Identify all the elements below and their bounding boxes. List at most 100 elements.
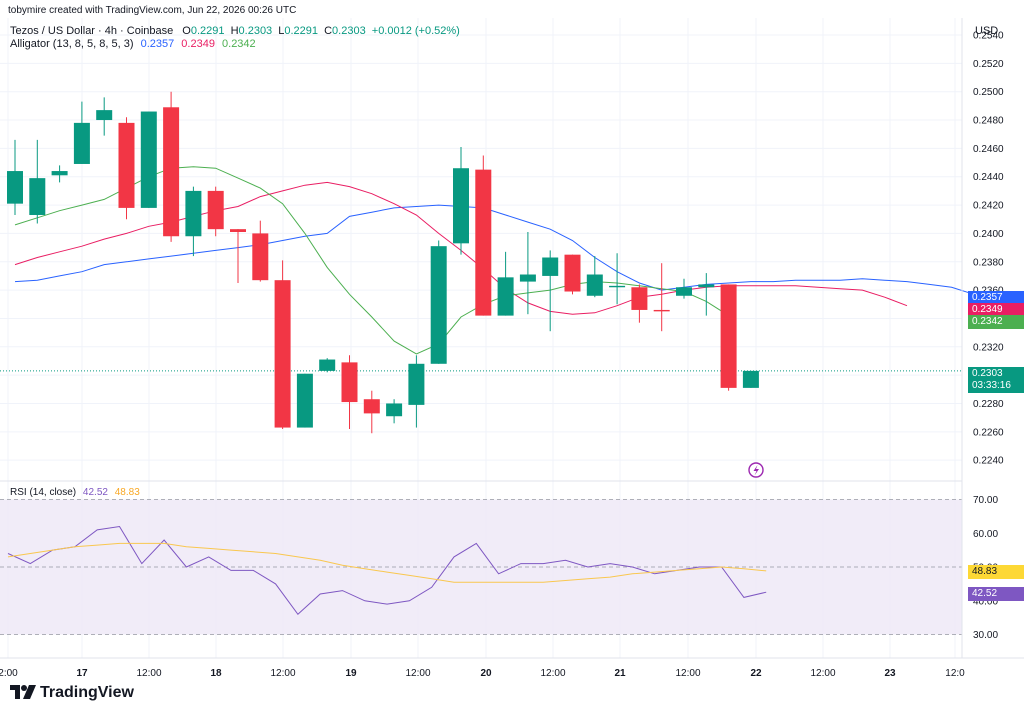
- candle-body: [118, 122, 135, 208]
- l-label: L: [278, 25, 285, 37]
- o-label: O: [182, 25, 191, 37]
- candles: [7, 91, 759, 434]
- price-tick-label: 0.2440: [973, 172, 1004, 183]
- candle-body: [698, 284, 715, 288]
- candle-body: [207, 190, 224, 230]
- c-value: 0.2303: [332, 25, 366, 37]
- candle-body: [609, 285, 626, 288]
- candle-body: [319, 359, 336, 371]
- time-tick-label: 12:00: [540, 668, 565, 679]
- rsi-background-band: [0, 499, 962, 635]
- candle-body: [274, 280, 291, 428]
- last-price-tag: 0.2303: [968, 367, 1024, 381]
- rsi-lines: [7, 525, 767, 616]
- rsi-legend: RSI (14, close) 42.52 48.83: [10, 487, 140, 498]
- creator-caption: tobymire created with TradingView.com, J…: [8, 5, 297, 16]
- c-label: C: [324, 25, 333, 37]
- candle-body: [230, 229, 246, 232]
- rsi-band: [0, 499, 962, 635]
- candle-body: [676, 287, 692, 296]
- price-tick-label: 0.2280: [973, 399, 1004, 410]
- price-tick-label: 0.2400: [973, 229, 1004, 240]
- time-tick-label: 18: [210, 668, 222, 679]
- rsi-line: [7, 525, 767, 616]
- price-tick-label: 0.2520: [973, 59, 1004, 70]
- candle-body: [475, 169, 492, 316]
- alligator-lips-value: 0.2342: [222, 38, 256, 50]
- currency-label: USD: [975, 25, 999, 37]
- rsi-tick-label: 30.00: [973, 630, 998, 641]
- candle-body: [296, 373, 313, 428]
- time-tick-label: 23: [884, 668, 896, 679]
- price-tick-label: 0.2380: [973, 257, 1004, 268]
- candle-body: [96, 110, 113, 121]
- time-tick-label: 12:00: [405, 668, 430, 679]
- candle-body: [631, 287, 648, 310]
- rsi-ma-tag: 48.83: [968, 565, 1024, 579]
- rsi-tick-label: 40.00: [973, 596, 998, 607]
- alligator-lines: [14, 166, 975, 355]
- candle-body: [542, 257, 559, 276]
- candle-body: [742, 370, 759, 388]
- time-tick-label: 21: [614, 668, 626, 679]
- time-tick-label: 22: [750, 668, 762, 679]
- price-tick-label: 0.2500: [973, 87, 1004, 98]
- rsi-tag: 42.52: [968, 587, 1024, 601]
- time-tick-label: 12:0: [945, 668, 965, 679]
- time-tick-label: 20: [480, 668, 492, 679]
- rsi-value: 42.52: [82, 487, 108, 498]
- countdown-tag: 03:33:16: [968, 379, 1024, 393]
- rsi-label: RSI (14, close): [10, 487, 77, 498]
- rsi-ma-value: 48.83: [114, 487, 140, 498]
- candle-body: [7, 171, 23, 204]
- symbol-title: Tezos / US Dollar · 4h · Coinbase: [10, 25, 174, 37]
- time-tick-label: 19: [345, 668, 357, 679]
- event-lightning-icon[interactable]: [748, 462, 764, 478]
- candle-body: [73, 122, 90, 164]
- teeth-price-tag: 0.2349: [968, 303, 1024, 317]
- time-tick-label: 12:00: [136, 668, 161, 679]
- h-label: H: [230, 25, 239, 37]
- symbol-legend: Tezos / US Dollar · 4h · Coinbase O 0.229…: [10, 25, 460, 37]
- candle-body: [185, 190, 202, 237]
- candle-body: [720, 284, 737, 388]
- time-tick-label: 12:00: [270, 668, 295, 679]
- candle-body: [653, 309, 670, 312]
- candle-body: [363, 399, 380, 414]
- price-tick-label: 0.2260: [973, 427, 1004, 438]
- candle-body: [430, 246, 447, 364]
- alligator-legend: Alligator (13, 8, 5, 8, 5, 3) 0.2357 0.2…: [10, 38, 256, 50]
- rsi-tick-label: 70.00: [973, 495, 998, 506]
- candle-body: [497, 277, 514, 316]
- candle-body: [163, 107, 180, 237]
- l-value: 0.2291: [284, 25, 319, 37]
- candle-body: [252, 233, 269, 281]
- price-tick-label: 0.2480: [973, 116, 1004, 127]
- candle-body: [453, 168, 469, 244]
- alligator-jaw-line: [14, 204, 975, 295]
- price-tick-label: 0.2460: [973, 144, 1004, 155]
- price-tick-label: 0.2240: [973, 456, 1004, 467]
- time-tick-label: 12:00: [810, 668, 835, 679]
- time-tick-label: 12:00: [675, 668, 700, 679]
- time-tick-label: 2:00: [0, 668, 18, 679]
- rsi-tick-label: 60.00: [973, 529, 998, 540]
- candle-body: [341, 362, 358, 403]
- alligator-label: Alligator (13, 8, 5, 8, 5, 3): [10, 38, 134, 50]
- rsi-ma-line: [7, 542, 767, 583]
- brand-name: TradingView: [40, 684, 134, 701]
- alligator-teeth-value: 0.2349: [181, 38, 215, 50]
- h-value: 0.2303: [238, 25, 273, 37]
- change-value: +0.0012 (+0.52%): [371, 25, 460, 37]
- candle-body: [386, 403, 403, 417]
- tradingview-logo[interactable]: TradingView: [10, 684, 134, 704]
- candle-body: [140, 111, 157, 208]
- candle-body: [29, 178, 46, 215]
- tv-logo-icon: [10, 685, 36, 704]
- price-tick-label: 0.2420: [973, 201, 1004, 212]
- candle-body: [586, 274, 603, 296]
- price-tick-label: 0.2320: [973, 342, 1004, 353]
- candle-body: [51, 171, 68, 176]
- lips-price-tag: 0.2342: [968, 315, 1024, 329]
